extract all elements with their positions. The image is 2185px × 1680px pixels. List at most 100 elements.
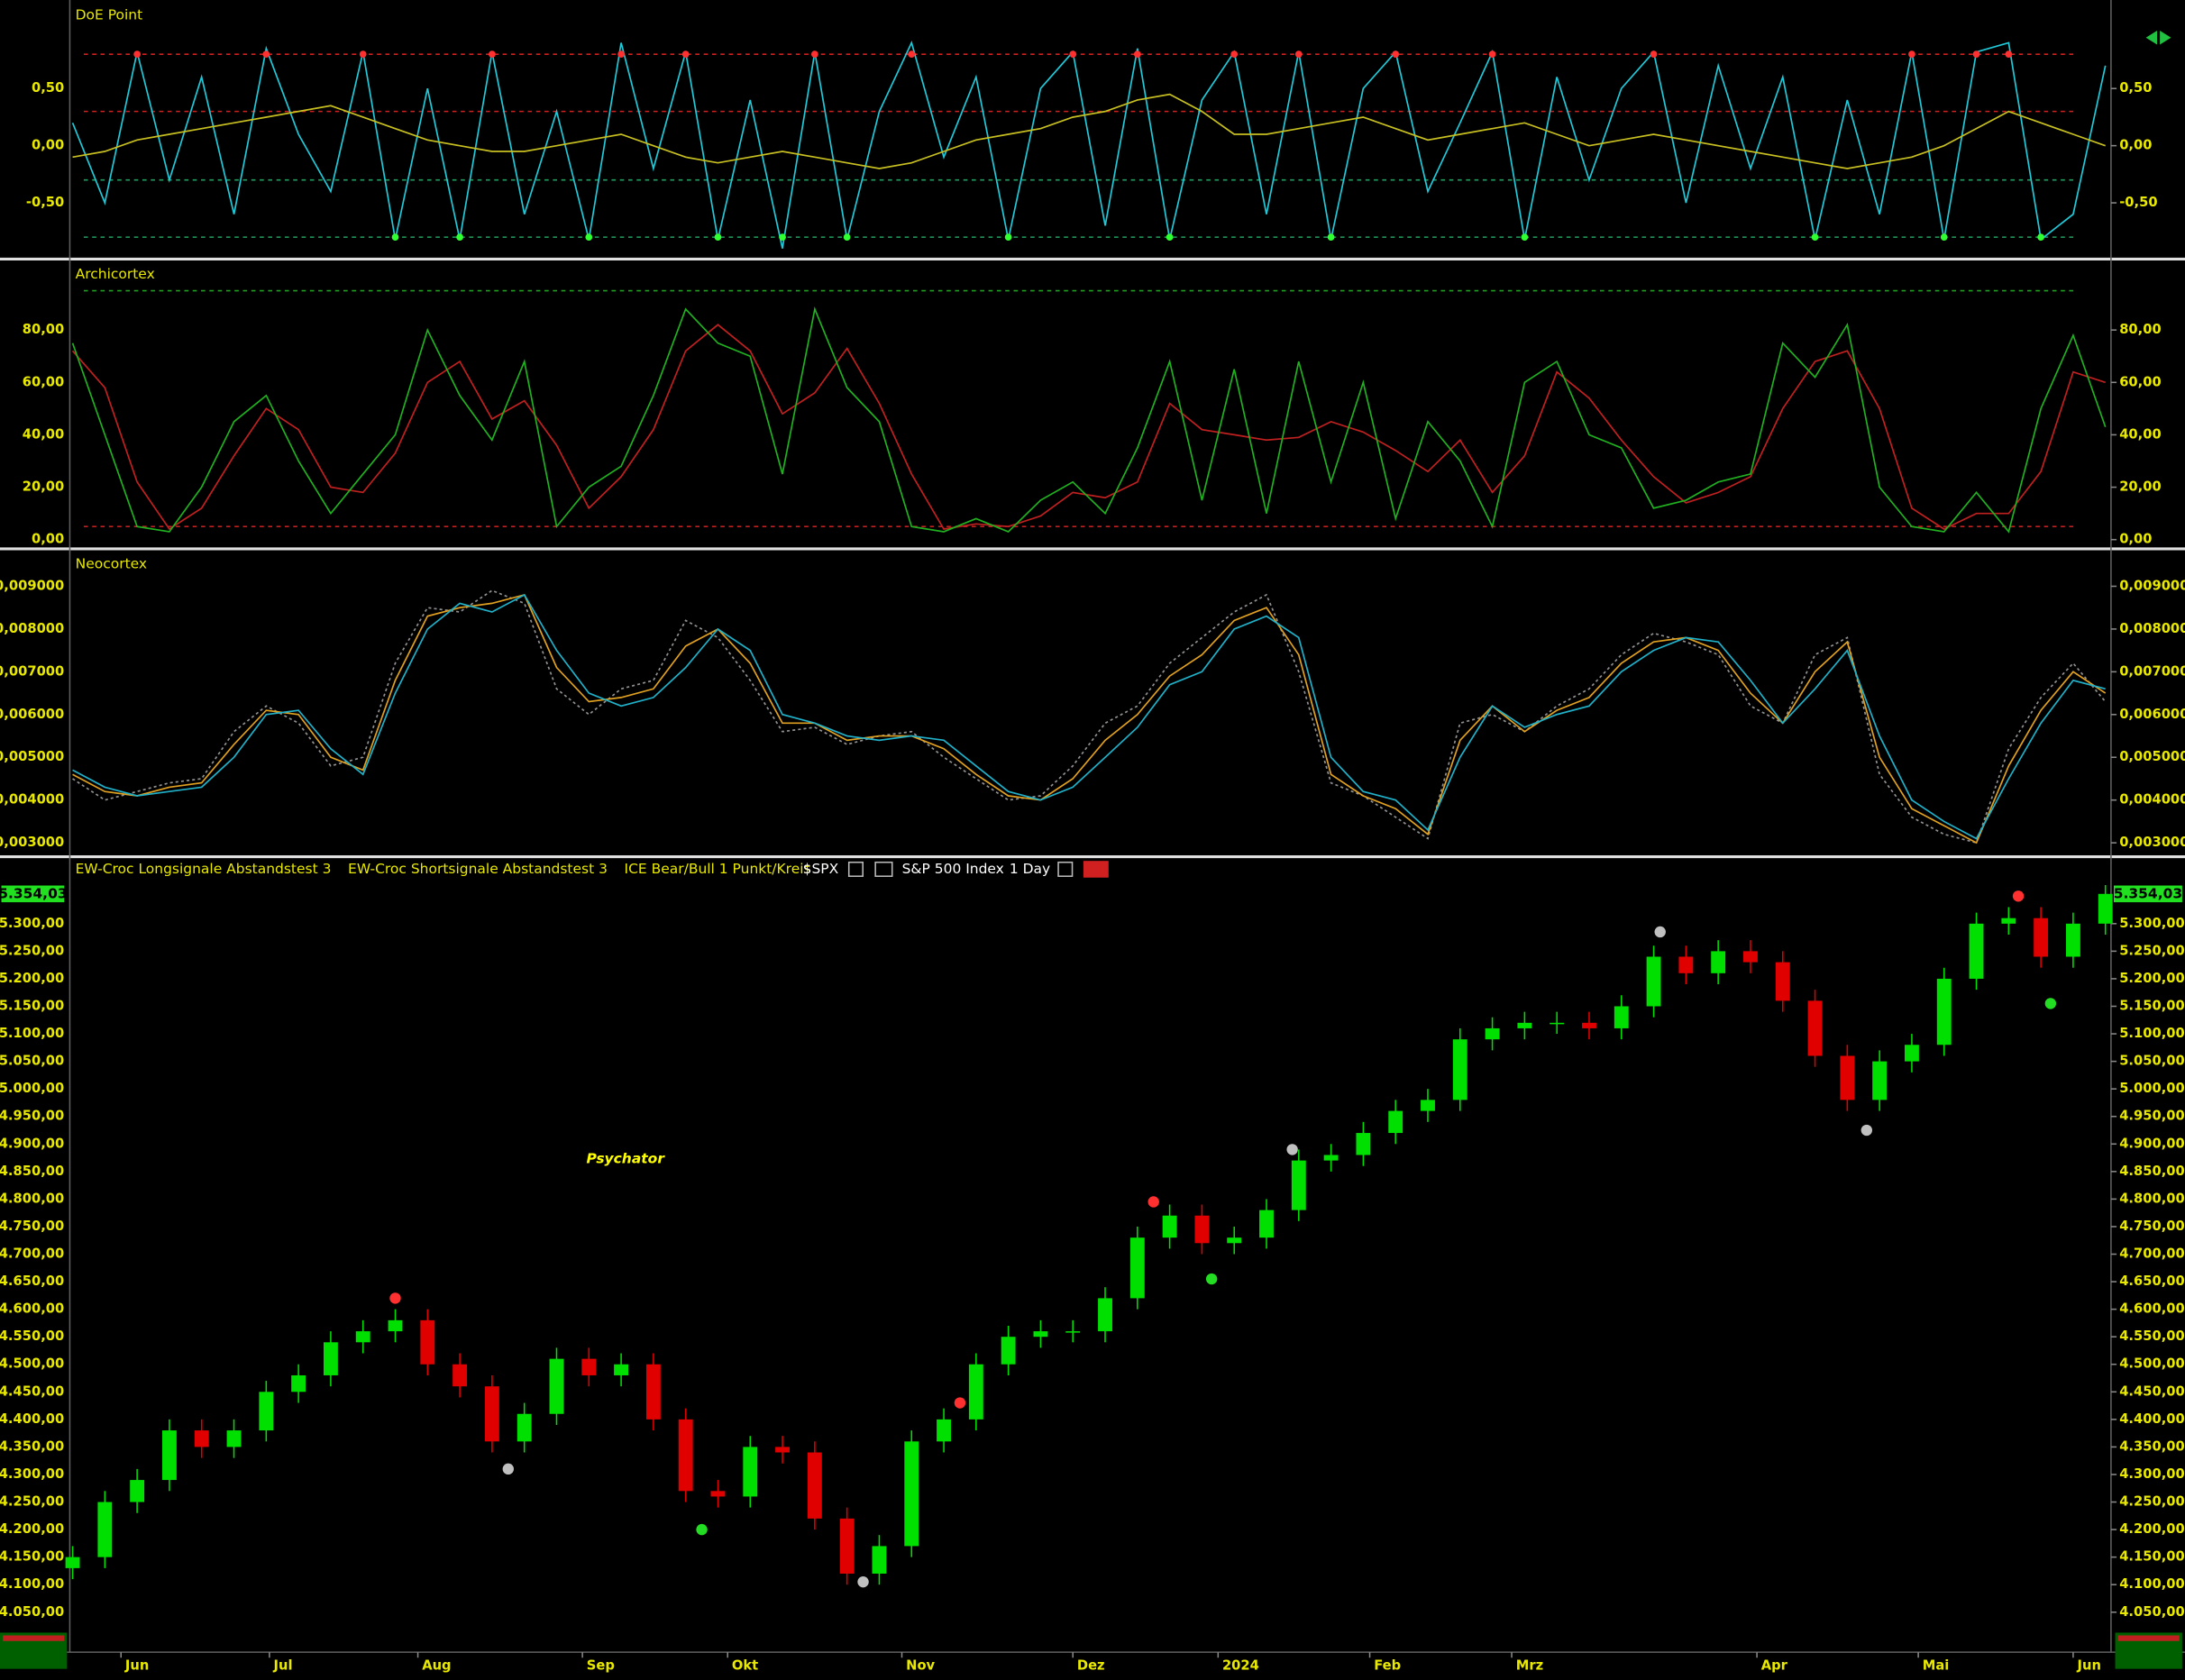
candle-body bbox=[1743, 951, 1758, 963]
y-tick-label: 4.400,00 bbox=[2119, 1411, 2185, 1427]
candle-body bbox=[1291, 1160, 1306, 1210]
y-tick-label: 4.150,00 bbox=[2119, 1549, 2185, 1565]
candle-body bbox=[2065, 923, 2080, 957]
candle-body bbox=[1550, 1022, 1565, 1025]
candle-body bbox=[1646, 956, 1661, 1007]
signal-dot bbox=[1004, 233, 1012, 241]
y-tick-label: 4.150,00 bbox=[0, 1549, 64, 1565]
signal-dot bbox=[1166, 233, 1174, 241]
candle-body bbox=[1840, 1055, 1855, 1100]
y-tick-label: 0,007000 bbox=[2119, 663, 2185, 679]
status-bar bbox=[3, 1635, 65, 1641]
x-tick-label: Jul bbox=[273, 1658, 293, 1674]
y-tick-label: 4.750,00 bbox=[0, 1219, 64, 1234]
y-tick-label: 0,008000 bbox=[2119, 621, 2185, 636]
y-tick-label: 5.000,00 bbox=[0, 1081, 64, 1096]
x-tick-label: Mrz bbox=[1516, 1658, 1543, 1674]
signal-dot bbox=[1521, 233, 1529, 241]
candle-body bbox=[678, 1419, 693, 1492]
candle-body bbox=[549, 1358, 564, 1414]
dropdown[interactable] bbox=[874, 861, 893, 877]
y-tick-label: 4.850,00 bbox=[0, 1164, 64, 1179]
signal-dot bbox=[1972, 50, 1980, 59]
y-tick-label: 4.250,00 bbox=[0, 1494, 64, 1510]
candle-body bbox=[710, 1491, 726, 1497]
y-tick-label: 4.050,00 bbox=[2119, 1604, 2185, 1620]
candle-body bbox=[872, 1546, 887, 1574]
series-line bbox=[71, 324, 2106, 531]
y-tick-label: 4.550,00 bbox=[0, 1328, 64, 1344]
y-tick-label: 0,00 bbox=[32, 532, 64, 547]
candle-body bbox=[839, 1518, 855, 1574]
series-line bbox=[72, 593, 2107, 845]
candle-body bbox=[1969, 923, 1984, 979]
annotation: Psychator bbox=[587, 1150, 666, 1166]
x-tick-label: Dez bbox=[1077, 1658, 1105, 1674]
signal-marker bbox=[1205, 1273, 1218, 1285]
signal-dot bbox=[779, 233, 786, 241]
y-tick-label: 5.100,00 bbox=[2119, 1026, 2185, 1041]
y-tick-label: 5.150,00 bbox=[2119, 998, 2185, 1013]
y-tick-label: 4.850,00 bbox=[2119, 1164, 2185, 1179]
signal-marker bbox=[1147, 1196, 1159, 1208]
y-tick-label: 20,00 bbox=[23, 479, 65, 495]
candle-body bbox=[1485, 1027, 1500, 1040]
last-price-label: 5.354,03 bbox=[0, 885, 68, 901]
last-price-label: 5.354,03 bbox=[2114, 885, 2182, 901]
y-tick-label: 4.300,00 bbox=[2119, 1466, 2185, 1482]
candle-body bbox=[1807, 1000, 1823, 1056]
signal-dot bbox=[1940, 233, 1948, 241]
y-tick-label: 0,006000 bbox=[2119, 707, 2185, 722]
candle-body bbox=[1227, 1237, 1242, 1244]
candle-body bbox=[1678, 956, 1694, 973]
close-button[interactable] bbox=[1083, 861, 1109, 878]
candle-body bbox=[645, 1364, 661, 1420]
candle-body bbox=[1129, 1237, 1145, 1299]
candle-body bbox=[968, 1364, 983, 1420]
signal-marker bbox=[1286, 1144, 1298, 1155]
y-tick-label: 0,003000 bbox=[0, 835, 64, 850]
x-tick-label: 2024 bbox=[1222, 1658, 1259, 1674]
legend-item: EW-Croc Shortsignale Abstandstest 3 bbox=[348, 861, 608, 877]
candle-body bbox=[226, 1430, 242, 1447]
candle-body bbox=[1065, 1331, 1081, 1333]
candle-body bbox=[1711, 951, 1726, 973]
candle-body bbox=[2098, 893, 2113, 924]
y-tick-label: 5.150,00 bbox=[0, 998, 64, 1013]
series-line bbox=[72, 593, 2106, 840]
y-tick-label: 5.000,00 bbox=[2119, 1081, 2185, 1096]
signal-marker bbox=[1860, 1124, 1873, 1137]
candle-body bbox=[1323, 1155, 1339, 1161]
candle-body bbox=[1356, 1133, 1371, 1155]
y-tick-label: 4.600,00 bbox=[2119, 1301, 2185, 1317]
series-line bbox=[71, 306, 2107, 534]
candle-body bbox=[1452, 1039, 1467, 1100]
y-tick-label: 4.450,00 bbox=[2119, 1383, 2185, 1399]
y-tick-label: 4.200,00 bbox=[0, 1521, 64, 1537]
y-tick-label: 4.300,00 bbox=[0, 1466, 64, 1482]
y-tick-label: 0,004000 bbox=[2119, 792, 2185, 808]
y-tick-label: 40,00 bbox=[2119, 426, 2162, 442]
arrows-icon[interactable] bbox=[2145, 31, 2171, 45]
y-tick-label: 0,007000 bbox=[0, 663, 64, 679]
signal-dot bbox=[1650, 50, 1658, 59]
y-tick-label: 4.450,00 bbox=[0, 1383, 64, 1399]
candle-body bbox=[162, 1430, 177, 1481]
candle-body bbox=[1905, 1045, 1919, 1062]
candle-body bbox=[1517, 1022, 1532, 1028]
signal-dot bbox=[681, 50, 690, 59]
signal-dot bbox=[1230, 50, 1239, 59]
signal-dot bbox=[1069, 50, 1077, 59]
dropdown[interactable] bbox=[847, 861, 864, 877]
candle-body bbox=[1936, 978, 1952, 1045]
signal-marker bbox=[696, 1523, 708, 1536]
candle-body bbox=[1775, 962, 1790, 1001]
dropdown[interactable] bbox=[1057, 861, 1074, 877]
y-tick-label: 5.200,00 bbox=[0, 971, 64, 986]
last-price-box bbox=[2114, 885, 2182, 903]
y-tick-label: 80,00 bbox=[23, 322, 65, 337]
panel-title: Archicortex bbox=[76, 266, 155, 282]
candle-body bbox=[2034, 918, 2049, 957]
signal-dot bbox=[489, 50, 496, 59]
